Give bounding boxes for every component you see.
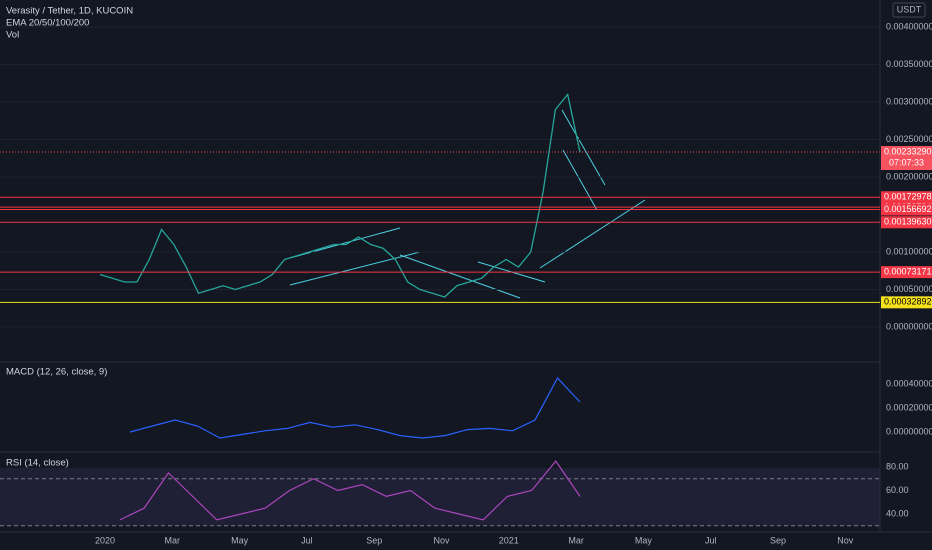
- time-label: Sep: [770, 535, 786, 545]
- macd-tick-label: 0.00040000: [886, 378, 932, 388]
- level-label: 0.00032892: [884, 297, 932, 307]
- time-label: Sep: [366, 535, 382, 545]
- level-badge: [881, 216, 932, 229]
- level-badge: [881, 296, 932, 309]
- price-tick-label: 0.00050000: [886, 284, 932, 294]
- macd-line: [129, 376, 581, 439]
- time-label: 2021: [499, 535, 519, 545]
- rsi-tick-label: 60.00: [886, 485, 909, 495]
- price-tick-label: 0.00350000: [886, 59, 932, 69]
- countdown: 07:07:33: [889, 157, 924, 167]
- price-tick-label: 0.00200000: [886, 171, 932, 181]
- time-label: May: [635, 535, 653, 545]
- symbol-title: Verasity / Tether, 1D, KUCOIN: [6, 6, 133, 17]
- time-label: Nov: [433, 535, 450, 545]
- volume-label: Vol: [6, 30, 19, 41]
- trend-lines: [289, 109, 646, 299]
- currency[interactable]: USDT: [897, 4, 922, 14]
- time-label: 2020: [95, 535, 115, 545]
- time-label: May: [231, 535, 249, 545]
- macd-tick-label: 0.00020000: [886, 402, 932, 412]
- level-badge: [881, 266, 932, 279]
- level-label: 0.00172978: [884, 192, 932, 202]
- price-tick-label: 0.00400000: [886, 21, 932, 31]
- level-label: 0.00156692: [884, 204, 932, 214]
- rsi-tick-label: 40.00: [886, 508, 909, 518]
- time-label: Jul: [705, 535, 717, 545]
- rsi-tick-label: 80.00: [886, 461, 909, 471]
- rsi-line: [119, 460, 581, 521]
- price-tick-label: 0.00100000: [886, 246, 932, 256]
- price-line: [99, 93, 581, 298]
- current-price-badge: [881, 146, 932, 171]
- currency-badge[interactable]: [892, 2, 926, 18]
- rsi-title: RSI (14, close): [6, 458, 69, 469]
- time-label: Mar: [165, 535, 181, 545]
- macd-tick-label: 0.00000000: [886, 426, 932, 436]
- macd-title: MACD (12, 26, close, 9): [6, 367, 107, 378]
- price-tick-label: 0.00300000: [886, 96, 932, 106]
- level-badge: [881, 191, 932, 204]
- indicator-label: EMA 20/50/100/200: [6, 18, 89, 29]
- price-tick-label: 0.00250000: [886, 134, 932, 144]
- current-price: 0.00233290: [884, 146, 932, 156]
- time-label: Nov: [837, 535, 854, 545]
- level-label: 0.00073171: [884, 266, 932, 276]
- level-badge: [881, 203, 932, 216]
- time-label: Mar: [568, 535, 584, 545]
- time-label: Jul: [301, 535, 313, 545]
- price-tick-label: 0.00000000: [886, 321, 932, 331]
- level-label: 0.00139630: [884, 217, 932, 227]
- rsi-band-fill: [0, 468, 880, 526]
